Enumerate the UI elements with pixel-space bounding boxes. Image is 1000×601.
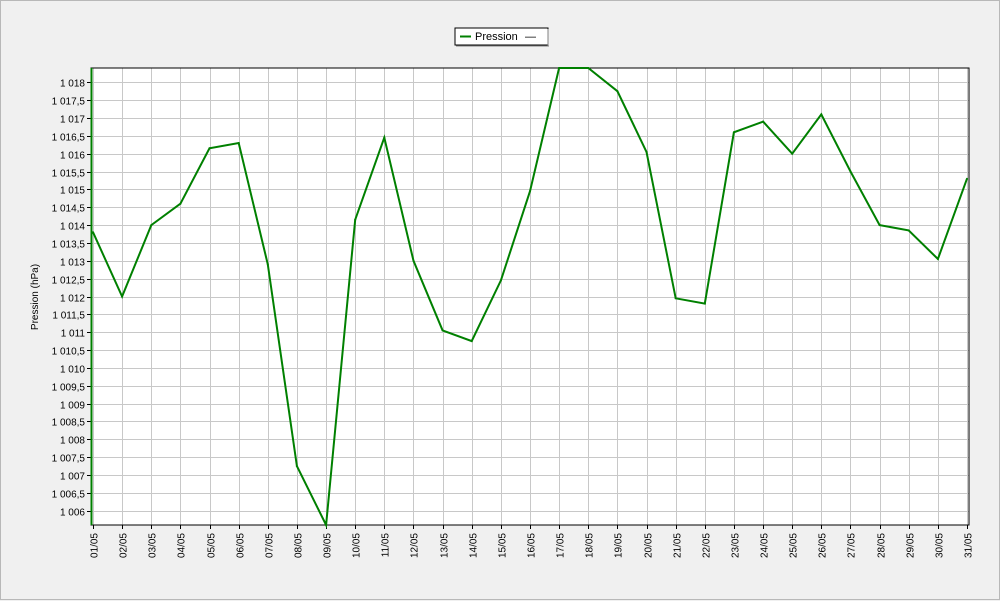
data-point bbox=[208, 147, 211, 150]
y-tick-label: 1 012,5 bbox=[52, 276, 86, 287]
x-tick-label: 03/05 bbox=[148, 533, 159, 558]
data-point bbox=[529, 190, 531, 193]
y-tick-label: 1 014,5 bbox=[52, 204, 86, 215]
y-tick-label: 1 006,5 bbox=[52, 490, 86, 501]
data-point bbox=[412, 259, 415, 262]
x-tick-label: 12/05 bbox=[410, 533, 421, 558]
x-tick-label: 22/05 bbox=[702, 533, 713, 558]
data-point bbox=[820, 113, 823, 116]
y-tick-label: 1 008,5 bbox=[52, 418, 86, 429]
y-tick-label: 1 014 bbox=[60, 222, 85, 233]
x-tick-label: 18/05 bbox=[585, 533, 596, 558]
series-pression bbox=[90, 67, 968, 529]
data-point bbox=[703, 302, 706, 305]
x-tick-label: 10/05 bbox=[352, 533, 363, 558]
data-point bbox=[325, 524, 328, 526]
x-tick-label: 13/05 bbox=[440, 533, 451, 558]
data-point bbox=[266, 263, 269, 266]
x-tick-label: 24/05 bbox=[760, 533, 771, 558]
y-tick-label: 1 008 bbox=[60, 436, 85, 447]
x-tick-label: 07/05 bbox=[265, 533, 276, 558]
x-axis-ticks: 01/05 02/05 03/05 04/05 05/05 06/05 07/05 08/05… bbox=[90, 525, 975, 558]
data-point bbox=[383, 136, 386, 139]
data-point bbox=[354, 218, 357, 221]
data-point bbox=[470, 340, 473, 343]
y-tick-label: 1 007,5 bbox=[52, 454, 86, 465]
data-point bbox=[499, 279, 502, 282]
x-tick-label: 08/05 bbox=[294, 533, 305, 558]
y-tick-label: 1 015 bbox=[60, 186, 85, 197]
data-point bbox=[791, 152, 794, 155]
data-point bbox=[907, 229, 910, 232]
y-tick-label: 1 015,5 bbox=[52, 169, 86, 180]
data-point bbox=[936, 258, 939, 260]
data-point bbox=[587, 67, 590, 69]
x-tick-label: 27/05 bbox=[847, 533, 858, 558]
y-tick-label: 1 011,5 bbox=[52, 311, 85, 322]
x-tick-label: 20/05 bbox=[644, 533, 655, 558]
x-tick-label: 02/05 bbox=[119, 533, 130, 558]
data-point bbox=[150, 224, 153, 227]
x-tick-label: 09/05 bbox=[323, 533, 334, 558]
y-tick-label: 1 017 bbox=[60, 115, 85, 126]
data-point bbox=[616, 90, 619, 93]
y-tick-label: 1 016 bbox=[60, 151, 85, 162]
data-point bbox=[674, 297, 677, 300]
x-tick-label: 23/05 bbox=[731, 533, 742, 558]
y-tick-label: 1 010,5 bbox=[52, 347, 86, 358]
data-point bbox=[441, 329, 444, 332]
y-tick-label: 1 009,5 bbox=[52, 383, 86, 394]
y-axis-ticks: 1 006 1 006,5 1 007 1 007,5 1 008 1 008,5 1 00… bbox=[52, 79, 91, 519]
x-tick-label: 28/05 bbox=[877, 533, 888, 558]
data-point bbox=[849, 170, 852, 173]
x-tick-label: 06/05 bbox=[236, 533, 247, 558]
y-tick-label: 1 007 bbox=[60, 472, 85, 483]
data-point bbox=[179, 202, 182, 205]
x-tick-label: 19/05 bbox=[614, 533, 625, 558]
x-tick-label: 26/05 bbox=[818, 533, 829, 558]
data-point bbox=[645, 150, 648, 153]
data-point bbox=[732, 131, 735, 134]
legend-label-pression: Pression bbox=[475, 31, 518, 43]
x-tick-label: 15/05 bbox=[498, 533, 509, 558]
x-tick-label: 30/05 bbox=[935, 533, 946, 558]
x-tick-label: 21/05 bbox=[673, 533, 684, 558]
data-point bbox=[295, 465, 298, 468]
x-tick-label: 11/05 bbox=[381, 533, 392, 558]
data-point bbox=[237, 142, 240, 144]
x-tick-label: 29/05 bbox=[906, 533, 917, 558]
x-gridlines bbox=[93, 68, 968, 525]
legend-marker-dash: — bbox=[525, 31, 536, 43]
y-tick-label: 1 010 bbox=[60, 365, 85, 376]
y-tick-label: 1 009 bbox=[60, 401, 85, 412]
x-tick-label: 05/05 bbox=[207, 533, 218, 558]
y-tick-label: 1 016,5 bbox=[52, 133, 86, 144]
x-tick-label: 31/05 bbox=[964, 533, 975, 558]
y-tick-label: 1 017,5 bbox=[52, 97, 86, 108]
y-tick-label: 1 013,5 bbox=[52, 240, 86, 251]
x-tick-label: 04/05 bbox=[177, 533, 188, 558]
x-tick-label: 01/05 bbox=[90, 533, 101, 558]
y-tick-label: 1 013 bbox=[60, 258, 85, 269]
y-tick-label: 1 012 bbox=[60, 294, 85, 305]
x-tick-label: 16/05 bbox=[527, 533, 538, 558]
data-point bbox=[878, 224, 881, 227]
data-point bbox=[762, 120, 765, 123]
y-tick-label: 1 018 bbox=[60, 79, 85, 90]
x-tick-label: 14/05 bbox=[469, 533, 480, 558]
x-tick-label: 25/05 bbox=[789, 533, 800, 558]
x-tick-label: 17/05 bbox=[556, 533, 567, 558]
y-tick-label: 1 011 bbox=[61, 329, 86, 340]
y-axis-label: Pression (hPa) bbox=[30, 264, 41, 330]
data-point bbox=[966, 177, 968, 180]
data-point bbox=[558, 67, 561, 69]
y-tick-label: 1 006 bbox=[60, 508, 85, 519]
legend: Pression — bbox=[454, 27, 549, 47]
data-point bbox=[121, 295, 124, 298]
